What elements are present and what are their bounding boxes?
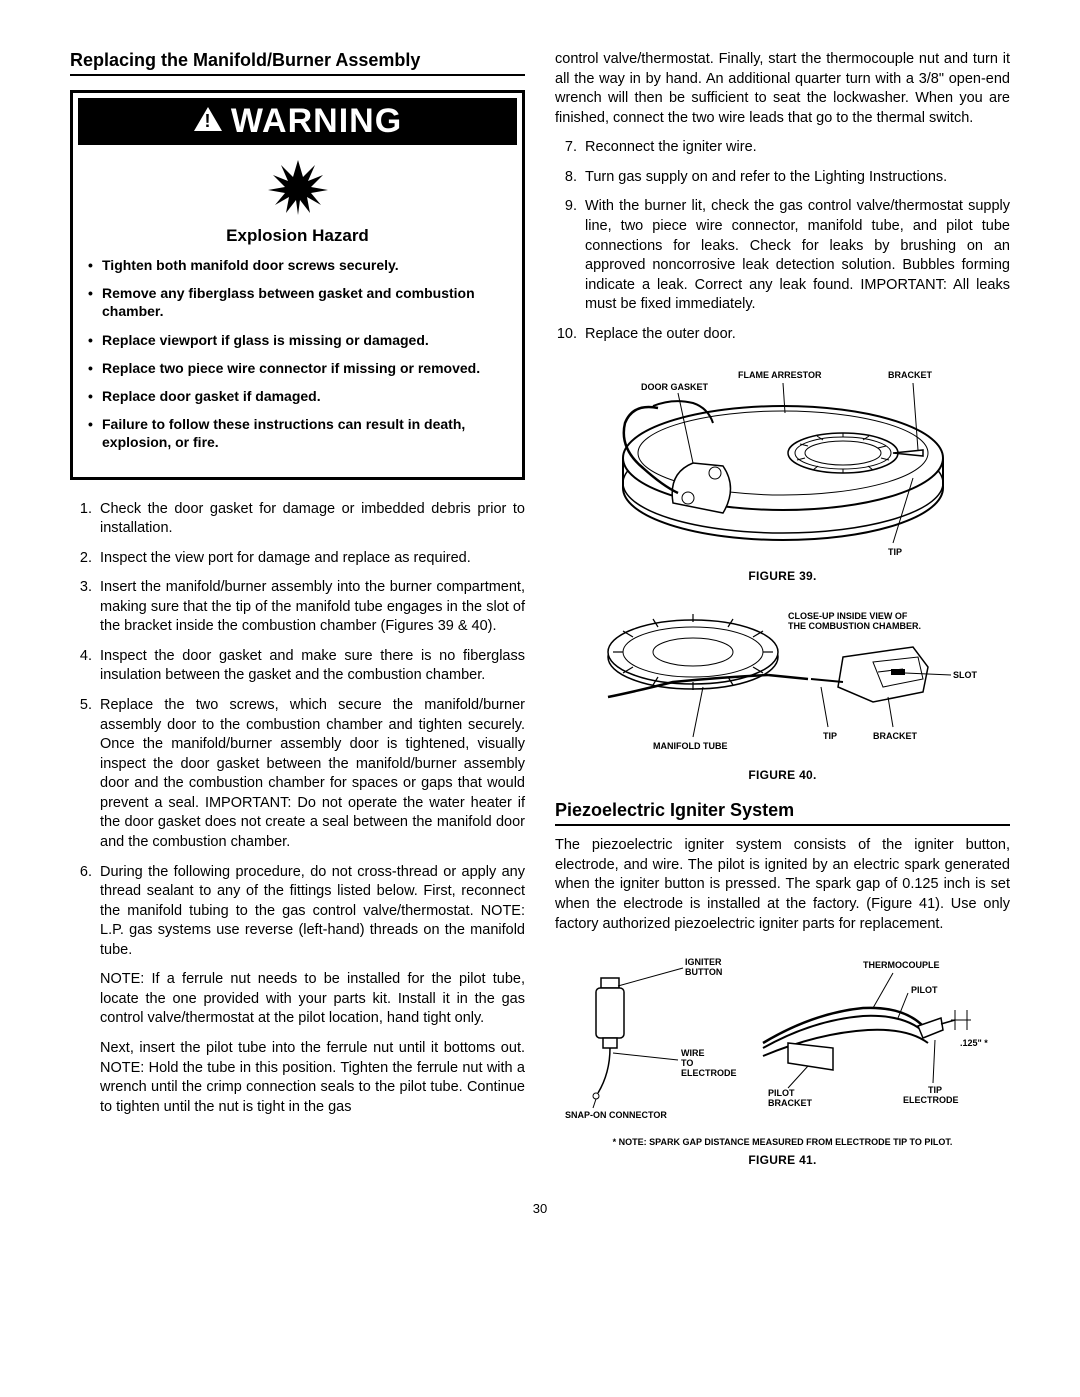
anno-slot: SLOT: [953, 670, 978, 680]
warning-bullet: Replace door gasket if damaged.: [86, 387, 509, 405]
warning-header-text: WARNING: [231, 102, 402, 141]
left-steps-list: Check the door gasket for damage or imbe…: [70, 500, 525, 1118]
anno-tip: TIP: [888, 547, 902, 557]
piezo-paragraph: The piezoelectric igniter system consist…: [555, 836, 1010, 934]
warning-box: ! WARNING Explosion Hazard Tighten both …: [70, 90, 525, 480]
warning-bullet: Replace two piece wire connector if miss…: [86, 359, 509, 377]
figure-39: FLAME ARRESTOR BRACKET DOOR GASKET TIP F…: [555, 358, 1010, 583]
figure-41-label: FIGURE 41.: [555, 1153, 1010, 1167]
figure-41-note: * NOTE: SPARK GAP DISTANCE MEASURED FROM…: [555, 1137, 1010, 1147]
section-title-piezo: Piezoelectric Igniter System: [555, 800, 1010, 826]
page-number: 30: [70, 1201, 1010, 1216]
step-note: NOTE: If a ferrule nut needs to be insta…: [100, 970, 525, 1029]
right-steps-list: Reconnect the igniter wire. Turn gas sup…: [555, 138, 1010, 344]
svg-text:!: !: [204, 111, 211, 131]
figure-39-label: FIGURE 39.: [555, 569, 1010, 583]
section-title-replacing: Replacing the Manifold/Burner Assembly: [70, 50, 525, 76]
anno-gap: .125" *: [960, 1038, 988, 1048]
step-item: Inspect the view port for damage and rep…: [96, 549, 525, 569]
anno-manifold-tube: MANIFOLD TUBE: [653, 741, 728, 751]
warning-bullet: Remove any fiberglass between gasket and…: [86, 284, 509, 320]
figure-40-label: FIGURE 40.: [555, 768, 1010, 782]
warning-bullet-list: Tighten both manifold door screws secure…: [78, 256, 517, 472]
anno-snapon: SNAP-ON CONNECTOR: [565, 1110, 667, 1120]
continuation-paragraph: control valve/thermostat. Finally, start…: [555, 50, 1010, 128]
step-item: Check the door gasket for damage or imbe…: [96, 500, 525, 539]
anno-door-gasket: DOOR GASKET: [641, 382, 709, 392]
anno-wire: WIRETOELECTRODE: [681, 1048, 737, 1078]
figure-41: IGNITERBUTTON THERMOCOUPLE PILOT .125" *…: [555, 948, 1010, 1167]
warning-header: ! WARNING: [78, 98, 517, 145]
step-text: During the following procedure, do not c…: [100, 864, 525, 958]
step-item: Insert the manifold/burner assembly into…: [96, 578, 525, 637]
step-item: Inspect the door gasket and make sure th…: [96, 647, 525, 686]
anno-tip2: TIP: [823, 731, 837, 741]
step-note: Next, insert the pilot tube into the fer…: [100, 1039, 525, 1117]
warning-bullet: Tighten both manifold door screws secure…: [86, 256, 509, 274]
explosion-hazard-title: Explosion Hazard: [78, 226, 517, 246]
step-item: During the following procedure, do not c…: [96, 863, 525, 1118]
anno-pilot: PILOT: [911, 985, 938, 995]
anno-igniter-button: IGNITERBUTTON: [685, 957, 722, 977]
warning-bullet: Failure to follow these instructions can…: [86, 415, 509, 451]
anno-bracket: BRACKET: [888, 370, 933, 380]
anno-closeup: CLOSE-UP INSIDE VIEW OF THE COMBUSTION C…: [788, 611, 921, 631]
warning-bullet: Replace viewport if glass is missing or …: [86, 331, 509, 349]
step-item: Turn gas supply on and refer to the Ligh…: [581, 168, 1010, 188]
warning-triangle-icon: !: [193, 102, 223, 141]
anno-flame-arrestor: FLAME ARRESTOR: [738, 370, 822, 380]
step-item: Reconnect the igniter wire.: [581, 138, 1010, 158]
anno-tip-electrode: TIPELECTRODE: [903, 1085, 959, 1105]
anno-pilot-bracket: PILOTBRACKET: [768, 1088, 813, 1108]
figure-40: CLOSE-UP INSIDE VIEW OF THE COMBUSTION C…: [555, 597, 1010, 782]
step-item: Replace the outer door.: [581, 325, 1010, 345]
step-item: With the burner lit, check the gas contr…: [581, 197, 1010, 314]
anno-thermocouple: THERMOCOUPLE: [863, 960, 940, 970]
step-item: Replace the two screws, which secure the…: [96, 696, 525, 853]
explosion-icon: [78, 145, 517, 226]
anno-bracket2: BRACKET: [873, 731, 918, 741]
